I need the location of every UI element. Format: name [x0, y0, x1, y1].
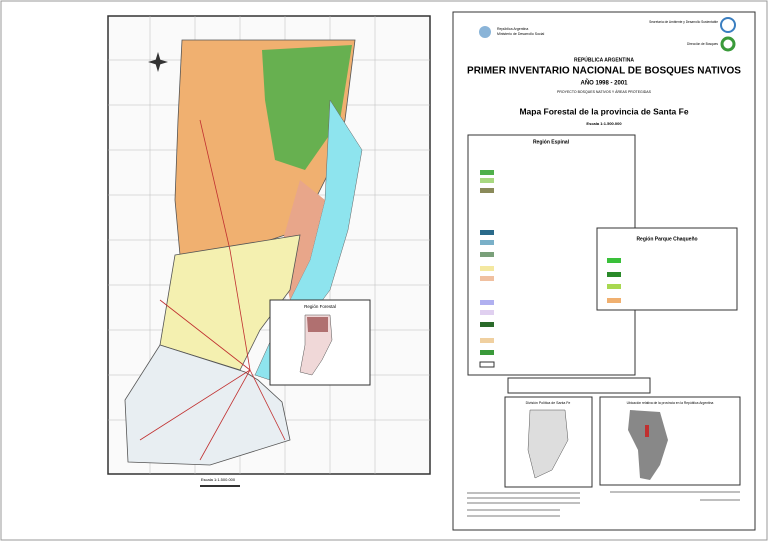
project: PROYECTO BOSQUES NATIVOS Y ÁREAS PROTEGI…	[557, 90, 652, 94]
legend-sheet: República Argentina Ministerio de Desarr…	[452, 11, 756, 531]
map-title: Mapa Forestal de la provincia de Santa F…	[519, 106, 688, 116]
forest-strip	[262, 45, 352, 170]
sheet-title: PRIMER INVENTARIO NACIONAL DE BOSQUES NA…	[467, 66, 741, 77]
map-panel: Región Forestal Escala 1:1.500.000	[107, 15, 431, 487]
header-right: Dirección de Bosques	[687, 42, 718, 46]
legend-swatches	[607, 258, 621, 303]
legend-box	[596, 227, 738, 311]
region-south	[124, 344, 291, 466]
inset-shape	[628, 410, 668, 480]
legend-heading: Región Espinal	[533, 139, 570, 145]
roads	[139, 119, 286, 461]
symbols-box	[507, 377, 651, 394]
header-left: Ministerio de Desarrollo Social	[497, 32, 544, 36]
logo	[720, 17, 736, 33]
inset-forest	[307, 317, 328, 332]
map-scale: Escala 1:1.500.000	[201, 477, 236, 482]
country: REPÚBLICA ARGENTINA	[574, 56, 634, 63]
north-arrow	[148, 52, 168, 72]
legend-swatches	[479, 170, 495, 368]
years: AÑO 1998 - 2001	[580, 80, 628, 87]
header-right: Secretaría de Ambiente y Desarrollo Sust…	[649, 20, 718, 24]
header-left: República Argentina	[497, 27, 528, 31]
inset-shape	[527, 409, 569, 479]
scale-bar	[200, 485, 240, 487]
sheet-scale: Escala 1:1.500.000	[586, 121, 622, 126]
inset-box	[599, 396, 741, 486]
inset-title: Región Forestal	[304, 304, 336, 309]
inset-title: División Política de Santa Fe	[526, 401, 571, 405]
notes	[467, 491, 740, 517]
inset-title: Ubicación relativa de la provincia en la…	[627, 401, 714, 405]
logo	[720, 36, 736, 52]
inset-highlight	[645, 425, 649, 437]
legend-heading: Región Parque Chaqueño	[636, 236, 697, 242]
emblem	[479, 26, 491, 38]
